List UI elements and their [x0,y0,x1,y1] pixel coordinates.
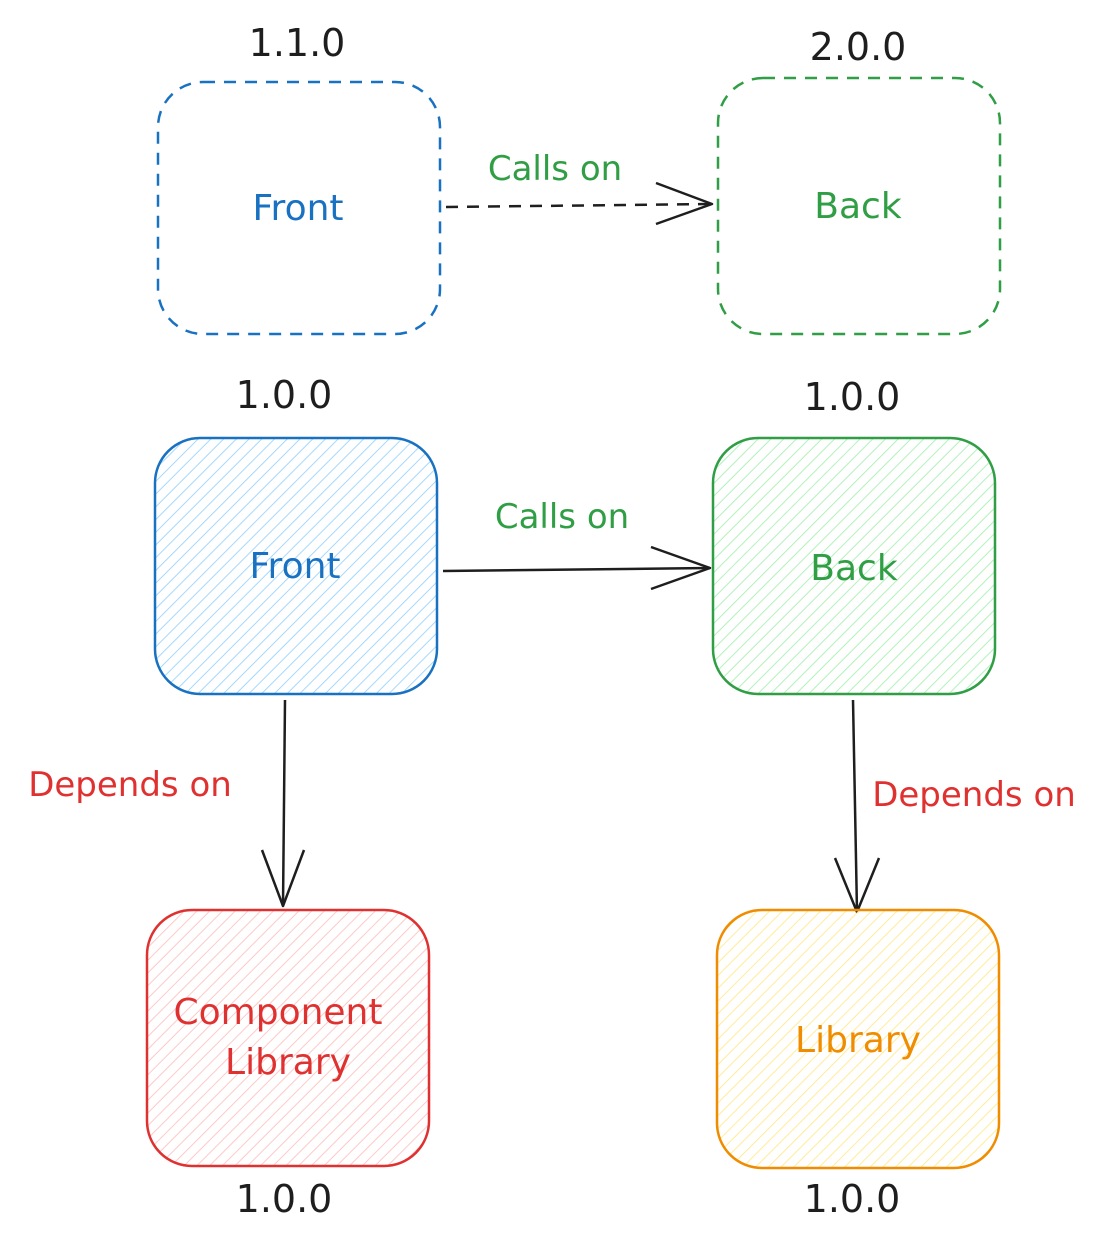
component-library-node[interactable] [145,908,431,1168]
front-depends-label: Depends on [28,765,232,805]
library-label: Library [795,1020,921,1061]
planned-front-node[interactable] [156,80,442,336]
current-calls-arrow [442,566,711,573]
front-depends-arrow [281,699,287,907]
library-node[interactable] [715,908,1001,1170]
component-library-label-line1: Component [173,992,382,1033]
planned-front-label: Front [252,188,343,229]
planned-front-version: 1.1.0 [249,21,346,65]
planned-calls-label: Calls on [488,149,622,189]
back-depends-label: Depends on [872,775,1076,815]
back-depends-arrow [851,699,859,913]
current-front-node[interactable] [153,436,439,696]
front-depends-arrowhead [260,849,306,908]
current-back-label: Back [810,548,898,589]
component-library-label-line2: Library [225,1042,351,1083]
planned-calls-arrow [445,202,713,209]
current-front-version: 1.0.0 [236,373,333,417]
current-back-version: 1.0.0 [804,375,901,419]
current-back-node[interactable] [711,436,997,696]
current-front-label: Front [249,546,340,587]
current-calls-label: Calls on [495,497,629,537]
library-version: 1.0.0 [804,1177,901,1221]
planned-back-version: 2.0.0 [810,25,907,69]
planned-back-node[interactable] [716,76,1002,336]
current-calls-arrowhead [650,545,712,591]
component-library-version: 1.0.0 [236,1177,333,1221]
planned-calls-arrowhead [655,181,714,226]
planned-back-label: Back [814,186,902,227]
